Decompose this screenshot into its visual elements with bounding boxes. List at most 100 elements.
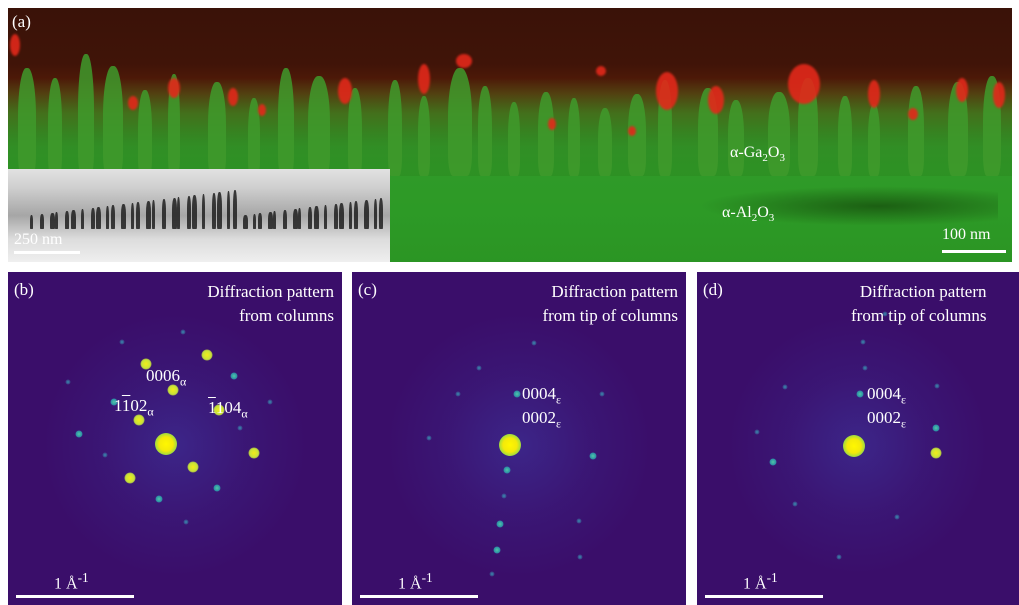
diffraction-spot [856,390,864,398]
red-phase-region [908,108,918,120]
diffraction-spot [860,339,866,345]
inset-column [227,191,231,229]
diffraction-spot [792,501,798,507]
inset-column [374,199,378,229]
inset-column [308,207,313,229]
inset-column [252,214,256,229]
ga2o3-column [538,92,554,176]
inset-column [323,205,327,229]
diffraction-spot [782,384,788,390]
inset-column [364,200,370,229]
inset-column [151,200,155,229]
diffraction-spot [930,447,942,459]
panel-c-diffraction: (c) Diffraction pattern from tip of colu… [352,272,686,605]
inset-column [161,199,166,229]
inset-column [217,192,223,229]
panel-d-scalebar [705,595,823,598]
diffraction-spot [843,435,865,457]
ga2o3-column [908,86,924,176]
ga2o3-column [948,82,968,176]
panel-a-label: (a) [12,12,31,31]
red-phase-region [456,54,472,68]
panel-b-scalebar-text: 1 Å-1 [54,570,89,593]
inset-column [70,210,76,229]
ga2o3-column [598,108,612,176]
inset-column [80,209,84,229]
ga2o3-column [278,68,294,176]
red-phase-region [788,64,820,104]
index-0002: 0002ε [867,408,907,431]
inset-column [242,215,248,229]
diffraction-spot [75,430,83,438]
inset-column [232,190,237,229]
red-phase-region [596,66,606,76]
inset-tem-image: 250 nm [8,169,390,262]
diffraction-spot [65,379,71,385]
diffraction-spot [267,399,273,405]
inset-column [176,197,180,229]
red-phase-region [628,126,636,136]
diffraction-spot [493,546,501,554]
scalebar-100nm-text: 100 nm [942,226,991,243]
inset-column [313,206,319,229]
panel-d-diffraction: (d) Diffraction pattern from tip of colu… [697,272,1019,605]
panel-b-diffraction: (b) Diffraction pattern from columns 000… [8,272,342,605]
inset-column [338,203,344,229]
index-1104: 1104α [208,398,248,421]
ga2o3-column [478,86,492,176]
panel-d-label: (d) [703,280,723,299]
diffraction-spot [894,514,900,520]
red-phase-region [868,80,880,108]
index-0006: 0006α [146,366,187,389]
diffraction-spot [110,398,118,406]
red-phase-region [993,82,1005,108]
inset-column [348,202,352,229]
diffraction-spot [426,435,432,441]
inset-column [40,214,45,229]
ga2o3-column [18,68,36,176]
diffraction-spot [213,404,225,416]
diffraction-spot [213,484,221,492]
diffraction-spot [576,518,582,524]
diffraction-spot [882,311,888,317]
index-0004: 0004ε [522,384,562,407]
inset-column [95,207,101,229]
inset-column [298,208,302,229]
red-phase-region [338,78,352,104]
red-phase-region [548,118,556,130]
diffraction-spot [932,424,940,432]
ga2o3-column [768,92,790,176]
red-phase-region [418,64,430,94]
ga2o3-column [448,68,472,176]
diffraction-spot [180,329,186,335]
inset-column [379,198,384,229]
diffraction-spot [167,384,179,396]
diffraction-spot [513,390,521,398]
ga2o3-column [103,66,123,176]
panel-b-title: Diffraction pattern from columns [207,282,334,325]
ga2o3-column [418,96,430,176]
panel-b-label: (b) [14,280,34,299]
ga2o3-column [208,82,226,176]
ga2o3-column [868,104,880,176]
diffraction-spot [133,414,145,426]
inset-column [30,215,33,229]
diffraction-spot [476,365,482,371]
inset-column [354,201,358,229]
diffraction-spot [589,452,597,460]
inset-column [111,205,115,229]
inset-column [293,209,299,229]
diffraction-spot [862,365,868,371]
inset-column [55,212,59,229]
inset-column [267,212,273,229]
al2o3-label: α-Al2O3 [722,204,775,225]
ga2o3-column [508,102,520,176]
diffraction-spot [769,458,777,466]
diffraction-spot [201,349,213,361]
inset-column [333,204,338,229]
panel-c-scalebar [360,595,478,598]
diffraction-spot [503,466,511,474]
diffraction-spot [102,452,108,458]
ga2o3-column [168,74,180,176]
panel-d-scalebar-text: 1 Å-1 [743,570,778,593]
